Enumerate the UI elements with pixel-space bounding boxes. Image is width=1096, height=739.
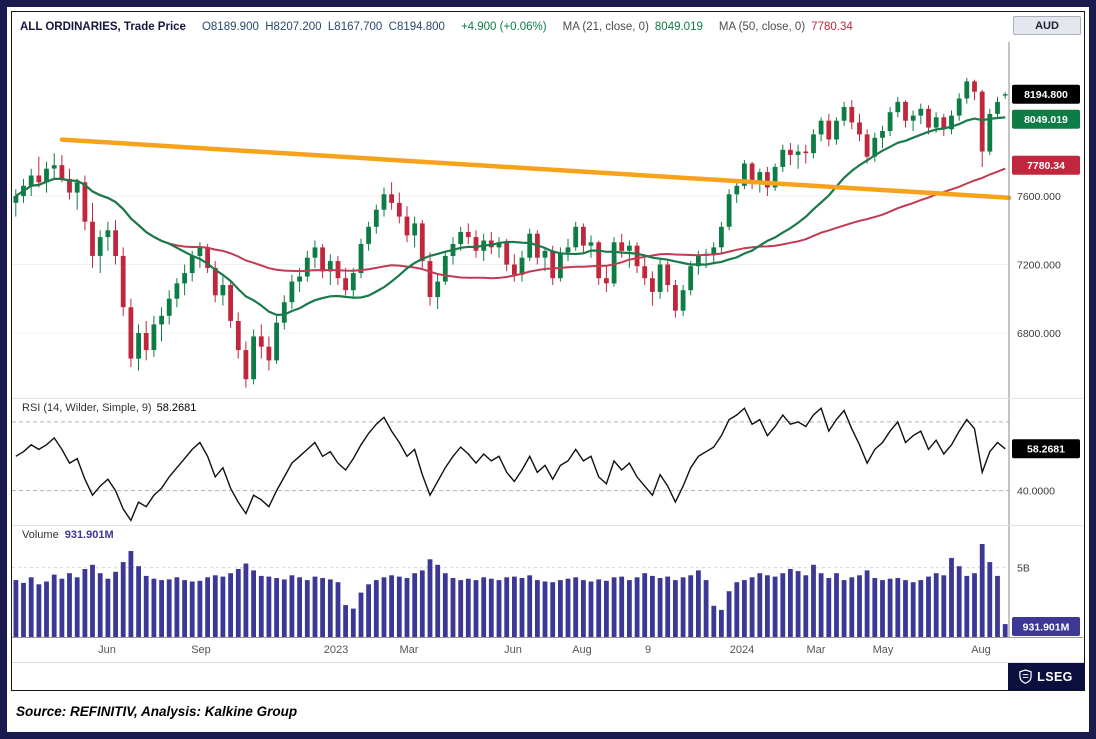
x-axis-label: Mar xyxy=(399,644,419,656)
price-axis-label: 7200.000 xyxy=(1017,259,1061,271)
axis-badge: 58.2681 xyxy=(1012,439,1080,459)
x-axis-label: Aug xyxy=(971,644,991,656)
rsi-levels xyxy=(12,421,1009,492)
rsi-line xyxy=(15,406,1006,522)
volume-bars xyxy=(13,544,1008,637)
instrument-title: ALL ORDINARIES, Trade Price xyxy=(20,21,186,33)
ohlc-values: O8189.900 H8207.200 L8167.700 C8194.800 xyxy=(201,21,445,33)
x-axis-label: 9 xyxy=(644,644,652,656)
price-gridlines xyxy=(12,195,1009,334)
x-axis-label: Jun xyxy=(98,644,116,656)
svg-text:7780.34: 7780.34 xyxy=(1027,160,1065,172)
price-chart[interactable]: 7600.000 7200.000 6800.000 8194.800 8049.019… xyxy=(12,42,1083,398)
ma50-value: 7780.34 xyxy=(811,21,853,33)
x-axis-label: 2023 xyxy=(323,644,349,656)
ma50-legend: MA (50, close, 0) 7780.34 xyxy=(719,21,853,33)
svg-text:931.901M: 931.901M xyxy=(1023,621,1070,633)
volume-panel[interactable]: 5B 931.901M Volume 931.901M xyxy=(12,525,1083,637)
trendline[interactable] xyxy=(59,137,1012,201)
x-axis: Jun Sep 2023 Mar Jun Aug 9 2024 Mar May Aug xyxy=(12,637,1083,662)
ma21-legend: MA (21, close, 0) 8049.019 xyxy=(563,21,703,33)
svg-text:8049.019: 8049.019 xyxy=(1024,114,1068,126)
price-axis-label: 6800.000 xyxy=(1017,328,1061,340)
rsi-panel[interactable]: 40.0000 58.2681 RSI (14, Wilder, Simple, … xyxy=(12,398,1083,525)
rsi-axis-label: 40.0000 xyxy=(1017,485,1055,497)
volume-axis-label: 5B xyxy=(1017,562,1030,574)
x-axis-label: 2024 xyxy=(729,644,755,656)
chart-legend: ALL ORDINARIES, Trade Price O8189.900 H8… xyxy=(12,12,1084,42)
candles xyxy=(13,77,1008,388)
ma50-label: MA (50, close, 0) xyxy=(718,21,806,33)
svg-text:58.2681: 58.2681 xyxy=(1027,444,1065,456)
volume-chart[interactable]: 5B 931.901M xyxy=(12,526,1083,637)
axis-badge: 931.901M xyxy=(1012,617,1080,636)
chart-card: ALL ORDINARIES, Trade Price O8189.900 H8… xyxy=(11,11,1085,691)
ma21-line xyxy=(15,116,1006,317)
x-axis-label: Aug xyxy=(572,644,592,656)
ma50-line xyxy=(15,167,1006,280)
axis-badge: 8194.800 xyxy=(1012,84,1080,104)
x-axis-label: Sep xyxy=(191,644,211,656)
x-axis-label: Mar xyxy=(806,644,826,656)
source-note: Source: REFINITIV, Analysis: Kalkine Gro… xyxy=(16,704,298,719)
lseg-wordmark: LSEG xyxy=(1037,669,1073,684)
ma21-value: 8049.019 xyxy=(654,21,703,33)
price-panel[interactable]: 7600.000 7200.000 6800.000 8194.800 8049.019… xyxy=(12,42,1083,398)
ma21-label: MA (21, close, 0) xyxy=(562,21,649,33)
lseg-crest-icon xyxy=(1019,669,1032,684)
price-axis-label: 7600.000 xyxy=(1017,191,1061,203)
change-value: +4.900 (+0.06%) xyxy=(460,21,547,33)
brand-row: LSEG xyxy=(12,662,1084,690)
lseg-logo: LSEG xyxy=(1008,663,1084,690)
axis-badge: 7780.34 xyxy=(1012,155,1080,175)
axis-badge: 8049.019 xyxy=(1012,109,1080,129)
x-axis-label: May xyxy=(872,644,894,656)
app-window: ALL ORDINARIES, Trade Price O8189.900 H8… xyxy=(7,7,1089,732)
x-axis-label: Jun xyxy=(504,644,522,656)
rsi-chart[interactable]: 40.0000 58.2681 xyxy=(12,399,1083,525)
svg-text:8194.800: 8194.800 xyxy=(1024,89,1068,101)
currency-badge: AUD xyxy=(1013,16,1081,35)
